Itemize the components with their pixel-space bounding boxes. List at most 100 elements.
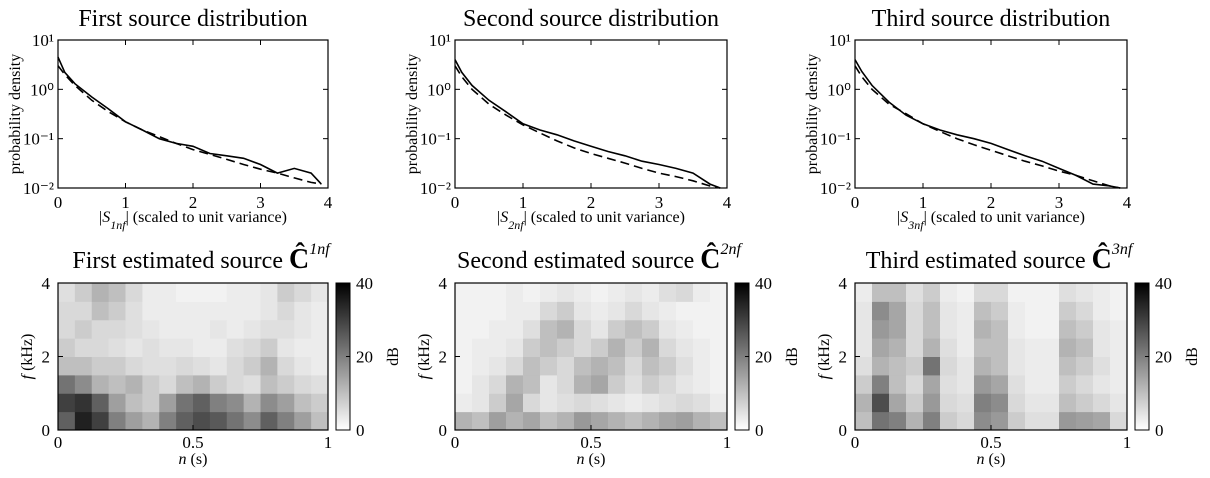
heat-cell bbox=[455, 356, 473, 376]
y-tick-label: 10⁻² bbox=[420, 179, 451, 198]
heat-cell bbox=[294, 283, 312, 302]
heat-cell bbox=[1059, 338, 1077, 357]
heat-cell bbox=[1008, 356, 1026, 376]
heat-cell bbox=[142, 374, 160, 394]
heat-cell bbox=[226, 356, 245, 376]
heat-cell bbox=[472, 356, 490, 376]
heat-cell bbox=[557, 301, 575, 321]
heat-cell bbox=[1042, 338, 1060, 357]
heat-cell bbox=[209, 374, 228, 394]
heat-cell bbox=[642, 301, 660, 321]
heat-cell bbox=[557, 338, 575, 357]
x-tick-label: 0 bbox=[451, 433, 460, 452]
heat-cell bbox=[277, 319, 295, 339]
heat-cell bbox=[540, 374, 558, 394]
heat-cell bbox=[311, 301, 329, 321]
heat-cell bbox=[506, 283, 524, 302]
heat-cell bbox=[472, 319, 490, 339]
x-tick-label: 1 bbox=[919, 193, 928, 212]
heat-cell bbox=[58, 374, 76, 394]
heat-cell bbox=[1042, 283, 1060, 302]
heat-cell bbox=[58, 356, 76, 376]
heat-cell bbox=[455, 393, 473, 413]
x-axis-label-part: 1nf bbox=[110, 218, 127, 232]
heat-cell bbox=[574, 283, 592, 302]
y-tick-label: 4 bbox=[439, 274, 448, 293]
heat-cell bbox=[591, 374, 609, 394]
x-tick-label: 0 bbox=[54, 193, 63, 212]
heat-cell bbox=[1025, 283, 1043, 302]
heat-cell bbox=[243, 356, 261, 376]
heat-cell bbox=[226, 393, 245, 413]
heat-cell bbox=[226, 374, 245, 394]
heat-cell bbox=[659, 393, 677, 413]
heat-cell bbox=[625, 393, 643, 413]
heat-cell bbox=[74, 283, 93, 302]
heat-cell bbox=[1076, 356, 1094, 376]
heat-cell bbox=[906, 356, 924, 376]
heat-cell bbox=[193, 338, 211, 357]
heat-cell bbox=[693, 374, 711, 394]
heat-cell bbox=[108, 356, 126, 376]
heat-cell bbox=[472, 374, 490, 394]
chart-title: Second source distribution bbox=[463, 6, 719, 32]
heat-cell bbox=[260, 301, 278, 321]
heat-cell bbox=[176, 338, 194, 357]
chart-title-part: 3nf bbox=[1111, 241, 1135, 258]
heat-cell bbox=[311, 393, 329, 413]
x-tick-label: 1 bbox=[121, 193, 130, 212]
heat-cell bbox=[574, 301, 592, 321]
heat-cell bbox=[889, 356, 907, 376]
heat-cell bbox=[974, 338, 992, 357]
axes-box bbox=[454, 39, 728, 189]
heat-cell bbox=[472, 411, 490, 431]
heat-cell bbox=[642, 338, 660, 357]
heat-cell bbox=[1093, 356, 1111, 376]
heat-cell bbox=[226, 338, 245, 357]
x-axis-label-part: | bbox=[497, 209, 500, 226]
heat-cell bbox=[540, 338, 558, 357]
heat-cell bbox=[659, 319, 677, 339]
colorbar-label: dB bbox=[1184, 347, 1201, 366]
colorbar-tick-label: 0 bbox=[755, 421, 764, 440]
heat-cell bbox=[455, 338, 473, 357]
heat-cell bbox=[1093, 319, 1111, 339]
heat-cell bbox=[294, 319, 312, 339]
heat-cell bbox=[608, 319, 626, 339]
heat-cell bbox=[472, 301, 490, 321]
axes-box bbox=[57, 39, 329, 189]
heat-cell bbox=[591, 283, 609, 302]
heat-cell bbox=[1093, 374, 1111, 394]
heat-cell bbox=[940, 374, 958, 394]
heat-cell bbox=[659, 283, 677, 302]
heat-cell bbox=[693, 356, 711, 376]
heat-cell bbox=[243, 319, 261, 339]
heat-cell bbox=[455, 283, 473, 302]
heat-cell bbox=[676, 301, 694, 321]
heat-cell bbox=[1076, 283, 1094, 302]
heat-cell bbox=[574, 374, 592, 394]
heat-cell bbox=[506, 338, 524, 357]
heat-cell bbox=[294, 411, 312, 431]
heat-cell bbox=[889, 283, 907, 302]
x-tick-label: 4 bbox=[324, 193, 333, 212]
heat-cell bbox=[74, 411, 93, 431]
heat-cell bbox=[1076, 374, 1094, 394]
heat-cell bbox=[974, 301, 992, 321]
heat-cell bbox=[1059, 283, 1077, 302]
heat-cell bbox=[1025, 319, 1043, 339]
heat-cell bbox=[693, 393, 711, 413]
x-tick-label: 2 bbox=[189, 193, 198, 212]
heat-cell bbox=[489, 356, 507, 376]
heat-cell bbox=[608, 374, 626, 394]
heat-cell bbox=[74, 356, 93, 376]
heat-cell bbox=[1008, 319, 1026, 339]
heat-cell bbox=[125, 393, 143, 413]
heat-cell bbox=[277, 301, 295, 321]
heat-cell bbox=[991, 319, 1009, 339]
heat-cell bbox=[108, 301, 126, 321]
heat-cell bbox=[957, 301, 975, 321]
y-tick-label: 0 bbox=[42, 421, 51, 440]
heat-cell bbox=[193, 411, 211, 431]
heat-cell bbox=[159, 319, 177, 339]
